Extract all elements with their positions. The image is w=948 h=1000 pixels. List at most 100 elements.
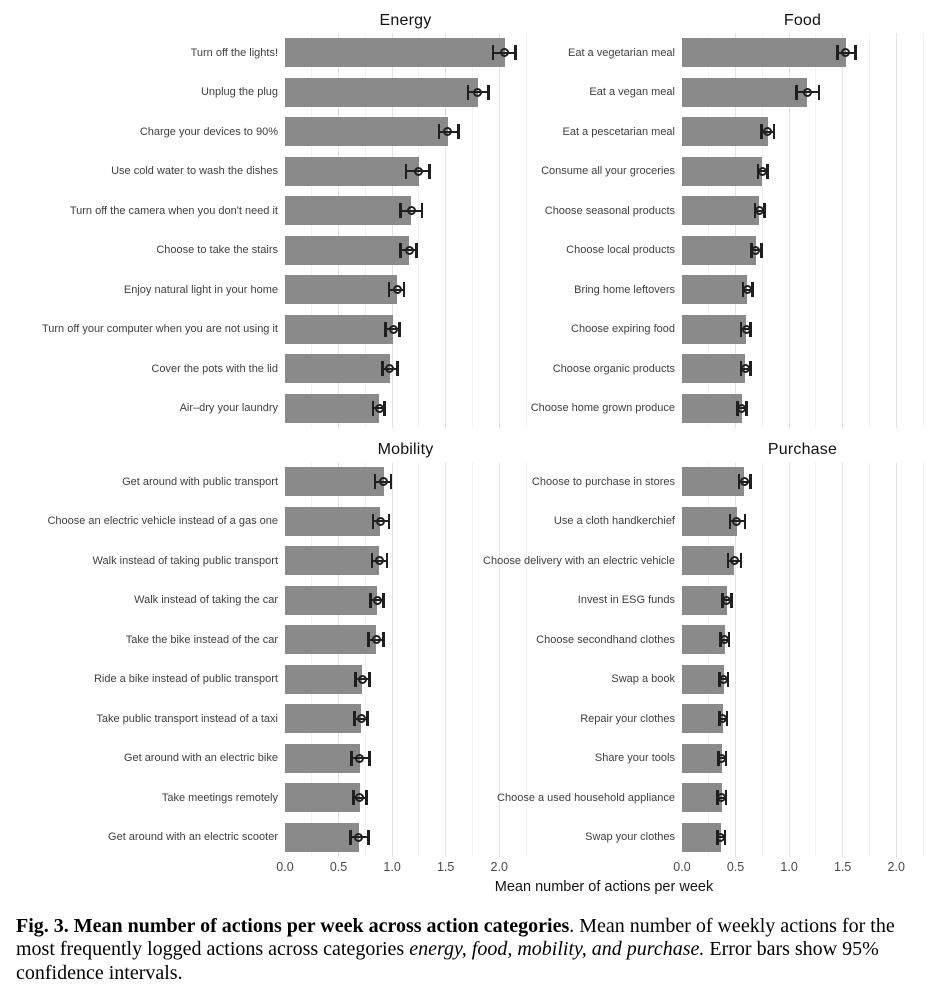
gridline-major — [498, 462, 500, 857]
category-label: Eat a vegetarian meal — [567, 46, 675, 59]
bar — [682, 664, 724, 694]
bar — [285, 275, 398, 305]
gridline-minor — [471, 33, 473, 428]
gridline-major — [338, 462, 340, 857]
bar-row — [285, 73, 526, 113]
category-label: Turn off your computer when you are not … — [41, 323, 278, 336]
error-bar-cap-high — [366, 711, 369, 727]
error-bar-point — [375, 516, 385, 526]
category-label: Use cold water to wash the dishes — [111, 165, 278, 178]
bar-row — [285, 462, 526, 502]
category-label-cell: Choose a used household appliance — [497, 778, 682, 818]
x-tick-label: 1.0 — [383, 860, 401, 874]
category-label: Unplug the plug — [200, 86, 278, 99]
bar — [682, 393, 742, 423]
bar — [682, 314, 747, 344]
category-label-cell: Choose to take the stairs — [0, 231, 285, 271]
category-label: Turn off the lights! — [190, 46, 278, 59]
bar — [285, 393, 380, 423]
bar-row — [285, 152, 526, 192]
category-label: Turn off the camera when you don't need … — [69, 204, 278, 217]
panel-title-mobility: Mobility — [377, 441, 434, 458]
bar-row — [285, 778, 526, 818]
error-bar-point — [443, 127, 453, 137]
category-label: Eat a pescetarian meal — [562, 125, 675, 138]
bar — [682, 196, 760, 226]
x-tick-label: 0.0 — [673, 860, 691, 874]
error-bar-cap-low — [353, 711, 356, 727]
error-bar-cap-low — [384, 321, 387, 337]
category-label: Get around with an electric scooter — [108, 831, 278, 844]
category-label: Cover the pots with the lid — [151, 362, 278, 375]
bar — [682, 704, 723, 734]
bar — [285, 314, 394, 344]
category-label-cell: Enjoy natural light in your home — [0, 270, 285, 310]
category-label-cell: Invest in ESG funds — [526, 581, 682, 621]
error-bar-cap-high — [402, 282, 406, 298]
error-bar-point — [357, 674, 367, 684]
error-bar-point — [372, 595, 382, 605]
error-bar-cap-high — [749, 361, 752, 377]
category-label: Choose secondhand clothes — [536, 633, 675, 646]
error-bar-point — [388, 324, 398, 334]
error-bar-point — [385, 364, 395, 374]
category-label: Ride a bike instead of public transport — [93, 673, 278, 686]
error-bar-cap-high — [745, 400, 748, 416]
bar — [682, 117, 768, 147]
error-bar-point — [374, 403, 384, 413]
plot-area-food — [682, 33, 924, 428]
error-bar-point — [355, 753, 365, 763]
category-label-cell: Charge your devices to 90% — [0, 112, 285, 152]
bar-row — [285, 191, 526, 231]
category-label-cell: Swap your clothes — [526, 818, 682, 858]
error-bar-cap-low — [466, 84, 470, 100]
gridline-minor — [815, 462, 817, 857]
bar — [285, 704, 362, 734]
category-labels-energy: Turn off the lights! Unplug the plug Charg… — [0, 33, 285, 428]
x-tick-label: 1.5 — [436, 860, 455, 874]
error-bar-point — [722, 595, 732, 605]
error-bar-cap-high — [751, 282, 754, 298]
error-bar-cap-high — [457, 124, 460, 140]
category-label: Walk instead of taking the car — [134, 594, 278, 607]
bar — [682, 585, 727, 615]
facet-titles-top: Energy Food — [0, 0, 948, 33]
error-bar-cap-high — [367, 829, 370, 845]
gridline-major — [788, 33, 790, 428]
bar-row — [682, 699, 923, 739]
error-bar-cap-high — [766, 163, 769, 179]
gridline-minor — [815, 33, 817, 428]
x-axis-title: Mean number of actions per week — [494, 879, 714, 895]
category-label: Take meetings remotely — [161, 791, 278, 804]
bar-row — [682, 191, 923, 231]
category-label: Choose to purchase in stores — [531, 475, 675, 488]
error-bar-point — [754, 206, 764, 216]
bar — [682, 156, 763, 186]
error-bar-point — [720, 635, 730, 645]
bar-row — [285, 620, 526, 660]
error-bar-cap-high — [514, 45, 517, 61]
error-bar-point — [740, 364, 750, 374]
error-bar-cap-high — [420, 203, 424, 219]
gridline-minor — [471, 462, 473, 857]
error-bar-cap-low — [369, 592, 372, 608]
category-label-cell: Walk instead of taking public transport — [0, 541, 285, 581]
error-bar-point — [757, 166, 767, 176]
figure-3-chart: Energy Food Turn off the lights! Unplug t… — [0, 0, 948, 895]
category-label: Choose delivery with an electric vehicle — [483, 554, 675, 567]
error-bar-cap-low — [352, 790, 355, 806]
bar — [285, 156, 419, 186]
error-bar-cap-high — [817, 84, 821, 100]
bar — [285, 467, 384, 497]
error-bar-point — [716, 832, 726, 842]
error-bar-cap-low — [760, 124, 763, 140]
error-bar-cap-high — [763, 203, 766, 219]
gridline-major — [842, 462, 844, 857]
error-bar-cap-high — [730, 592, 733, 608]
category-label: Swap a book — [611, 673, 675, 686]
bar-row — [682, 541, 923, 581]
category-label: Repair your clothes — [580, 712, 675, 725]
category-label-cell: Take meetings remotely — [0, 778, 285, 818]
error-bar-point — [742, 285, 752, 295]
error-bar-cap-high — [382, 632, 385, 648]
